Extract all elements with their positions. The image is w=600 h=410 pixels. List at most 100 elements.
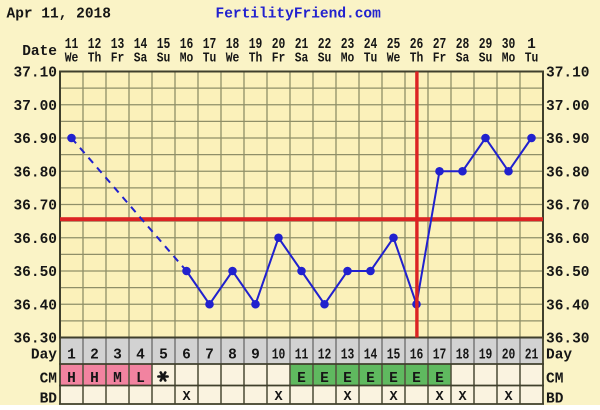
svg-text:17: 17 (433, 348, 447, 364)
svg-text:X: X (458, 390, 467, 405)
svg-text:Fr: Fr (433, 51, 447, 67)
svg-text:21: 21 (295, 37, 309, 53)
svg-text:X: X (504, 390, 513, 405)
svg-text:X: X (274, 390, 283, 405)
svg-text:Sa: Sa (295, 51, 309, 67)
svg-text:Su: Su (318, 51, 332, 67)
svg-text:23: 23 (341, 37, 355, 53)
svg-text:37.00: 37.00 (13, 99, 57, 115)
svg-text:Tu: Tu (203, 51, 217, 67)
svg-text:17: 17 (203, 37, 217, 53)
svg-text:We: We (226, 51, 240, 67)
svg-text:9: 9 (251, 348, 260, 364)
svg-text:36.50: 36.50 (546, 265, 590, 281)
svg-text:13: 13 (111, 37, 125, 53)
svg-text:24: 24 (364, 37, 378, 53)
svg-text:21: 21 (525, 348, 539, 364)
svg-text:E: E (412, 371, 421, 387)
svg-text:22: 22 (318, 37, 332, 53)
svg-text:We: We (387, 51, 401, 67)
svg-text:20: 20 (502, 348, 516, 364)
svg-text:15: 15 (387, 348, 401, 364)
svg-text:36.70: 36.70 (546, 199, 590, 215)
svg-text:36.90: 36.90 (546, 132, 590, 148)
svg-text:4: 4 (136, 348, 145, 364)
svg-text:Su: Su (479, 51, 493, 67)
svg-text:M: M (113, 371, 122, 387)
svg-text:BD: BD (546, 392, 564, 406)
svg-text:30: 30 (502, 37, 516, 53)
svg-text:7: 7 (205, 348, 214, 364)
svg-text:12: 12 (88, 37, 102, 53)
svg-text:E: E (435, 371, 444, 387)
svg-text:E: E (366, 371, 375, 387)
svg-text:36.90: 36.90 (13, 132, 57, 148)
svg-text:Th: Th (88, 51, 102, 67)
svg-text:Sa: Sa (134, 51, 148, 67)
svg-text:36.80: 36.80 (546, 165, 590, 181)
svg-text:Date: Date (22, 44, 57, 60)
svg-text:11: 11 (65, 37, 79, 53)
svg-text:Mo: Mo (180, 51, 194, 67)
svg-text:Th: Th (249, 51, 263, 67)
svg-text:X: X (389, 390, 398, 405)
svg-text:16: 16 (410, 348, 424, 364)
svg-text:37.10: 37.10 (546, 66, 590, 82)
svg-text:19: 19 (479, 348, 493, 364)
svg-text:E: E (297, 371, 306, 387)
svg-text:18: 18 (456, 348, 470, 364)
svg-text:E: E (343, 371, 352, 387)
svg-text:CM: CM (546, 371, 563, 387)
svg-text:29: 29 (479, 37, 493, 53)
svg-text:36.30: 36.30 (13, 332, 57, 348)
svg-text:8: 8 (228, 348, 237, 364)
svg-text:12: 12 (318, 348, 332, 364)
svg-text:18: 18 (226, 37, 240, 53)
svg-text:Su: Su (157, 51, 171, 67)
svg-text:X: X (343, 390, 352, 405)
svg-text:3: 3 (113, 348, 122, 364)
svg-text:Apr 11, 2018: Apr 11, 2018 (7, 7, 111, 23)
svg-text:Fr: Fr (111, 51, 125, 67)
svg-text:13: 13 (341, 348, 355, 364)
svg-text:16: 16 (180, 37, 194, 53)
svg-text:19: 19 (249, 37, 263, 53)
svg-text:2: 2 (90, 348, 99, 364)
svg-text:15: 15 (157, 37, 171, 53)
svg-text:1: 1 (67, 348, 76, 364)
svg-text:14: 14 (364, 348, 378, 364)
svg-text:Mo: Mo (341, 51, 355, 67)
svg-text:We: We (65, 51, 79, 67)
svg-text:25: 25 (387, 37, 401, 53)
svg-text:36.40: 36.40 (546, 298, 590, 314)
svg-text:37.10: 37.10 (13, 66, 57, 82)
svg-text:1: 1 (527, 37, 536, 53)
svg-text:36.60: 36.60 (546, 232, 590, 248)
svg-text:36.40: 36.40 (13, 298, 57, 314)
svg-text:Sa: Sa (456, 51, 470, 67)
svg-text:Tu: Tu (525, 51, 539, 67)
svg-text:Fr: Fr (272, 51, 286, 67)
svg-text:Th: Th (410, 51, 424, 67)
svg-text:36.80: 36.80 (13, 165, 57, 181)
svg-text:10: 10 (272, 348, 286, 364)
svg-text:Tu: Tu (364, 51, 378, 67)
svg-text:11: 11 (295, 348, 309, 364)
svg-text:37.00: 37.00 (546, 99, 590, 115)
svg-text:X: X (435, 390, 444, 405)
svg-text:36.70: 36.70 (13, 199, 57, 215)
svg-text:Mo: Mo (502, 51, 516, 67)
svg-text:26: 26 (410, 37, 424, 53)
svg-text:Day: Day (31, 348, 57, 364)
svg-text:36.60: 36.60 (13, 232, 57, 248)
svg-text:X: X (182, 390, 191, 405)
svg-text:E: E (320, 371, 329, 387)
svg-text:H: H (90, 371, 99, 387)
svg-text:E: E (389, 371, 398, 387)
svg-text:28: 28 (456, 37, 470, 53)
svg-text:Day: Day (546, 348, 572, 364)
svg-text:BD: BD (40, 392, 58, 406)
svg-text:14: 14 (134, 37, 148, 53)
svg-text:L: L (136, 371, 145, 387)
svg-text:27: 27 (433, 37, 447, 53)
